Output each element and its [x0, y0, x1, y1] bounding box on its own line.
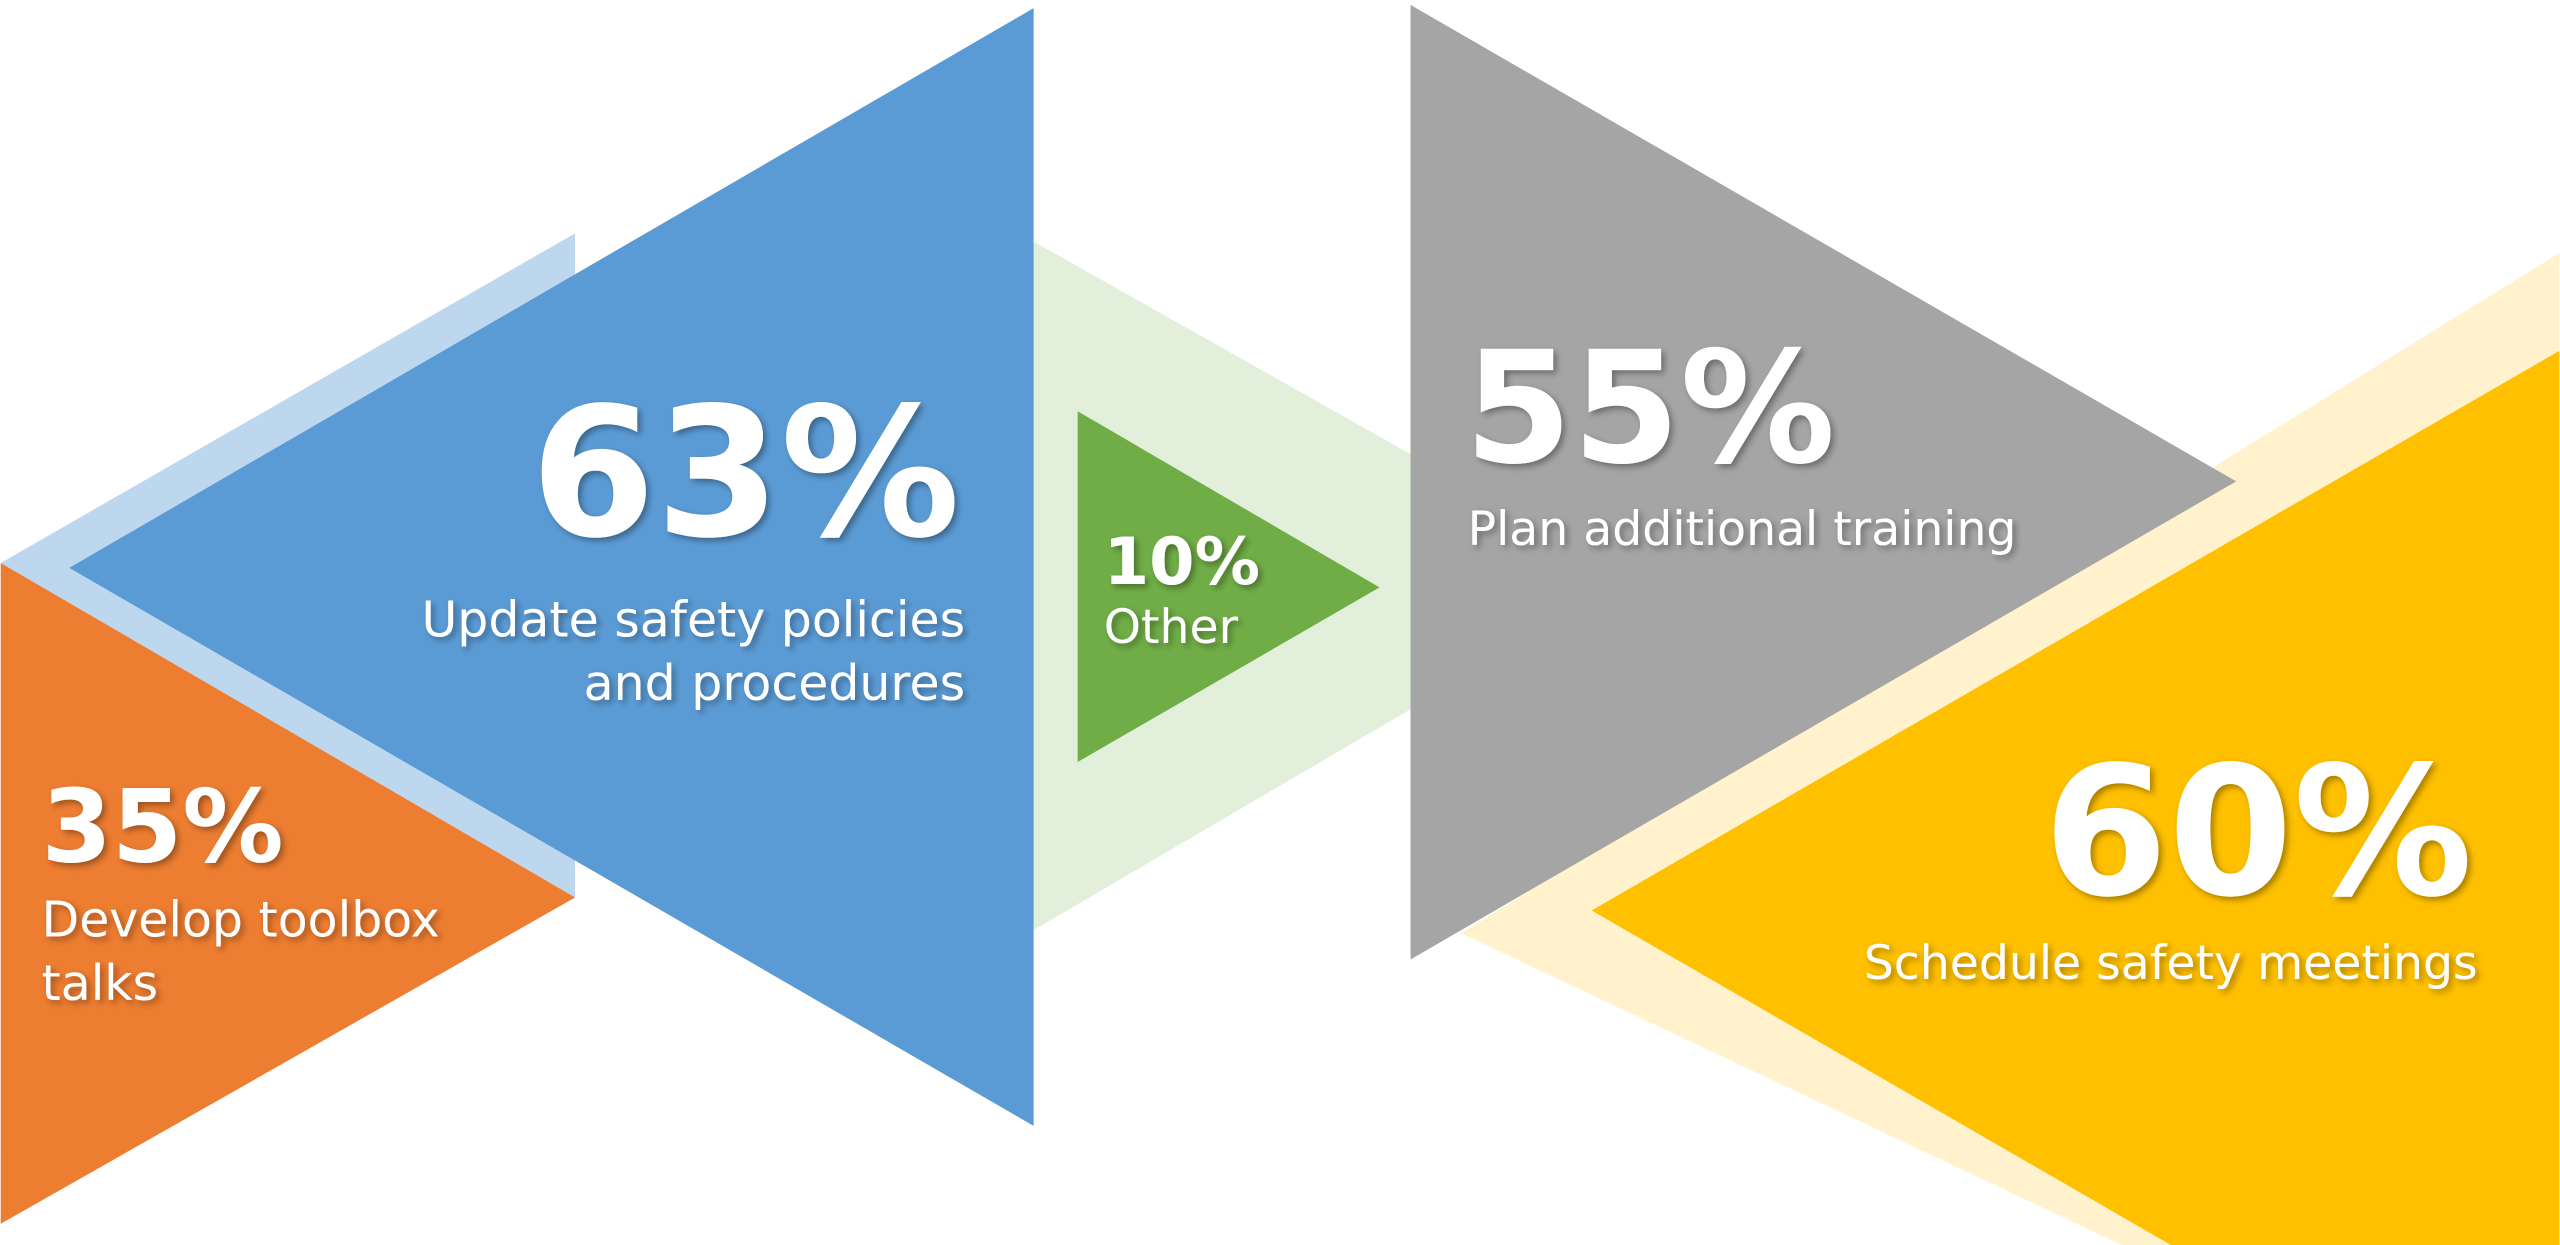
triangle — [1077, 411, 1380, 763]
item-label: Update safety policies — [421, 591, 965, 648]
percent-value: 63% — [531, 369, 961, 578]
item-label: Plan additional training — [1468, 502, 2017, 557]
item-label: talks — [42, 955, 159, 1012]
percent-value: 10% — [1104, 524, 1260, 600]
percent-value: 60% — [2043, 728, 2473, 937]
item-label: Other — [1104, 600, 1239, 655]
triangle — [0, 562, 576, 1224]
triangle — [69, 8, 1034, 1126]
percent-value: 55% — [1464, 318, 1835, 499]
triangle — [1591, 350, 2560, 1245]
item-label: and procedures — [584, 655, 965, 712]
triangle — [1410, 4, 2237, 960]
percent-value: 35% — [42, 768, 284, 886]
item-label: Develop toolbox — [42, 892, 440, 949]
item-label: Schedule safety meetings — [1864, 936, 2478, 991]
